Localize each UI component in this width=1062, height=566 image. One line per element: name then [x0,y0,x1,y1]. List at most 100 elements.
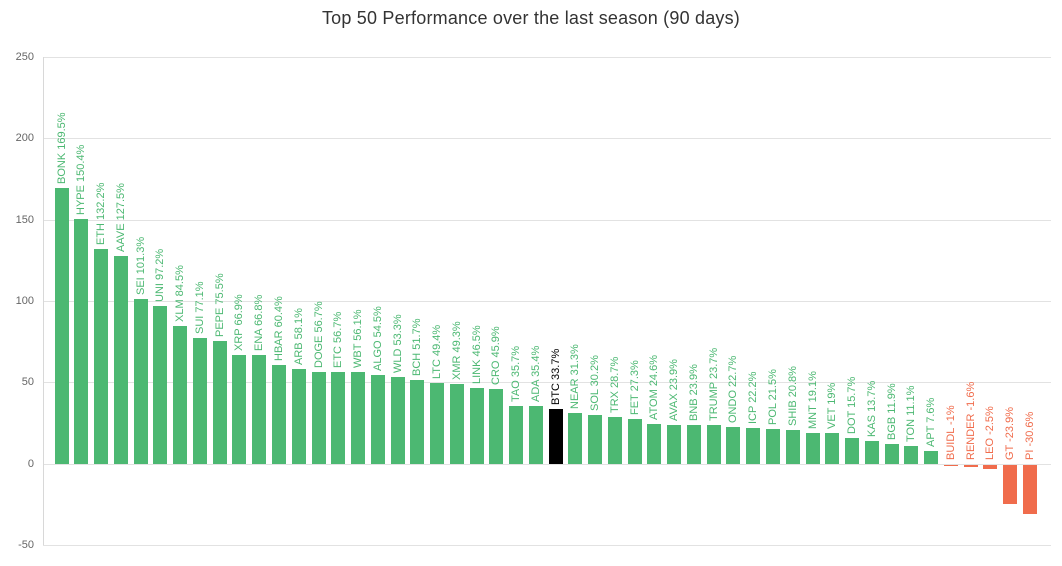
bar-uni[interactable] [153,305,168,464]
bar-cro[interactable] [489,389,504,464]
bar-ton[interactable] [904,445,919,464]
y-tick-label: 100 [15,295,34,307]
bar-sol[interactable] [588,414,603,464]
bar-label-xmr: XMR 49.3% [450,320,463,380]
bar-mnt[interactable] [805,432,820,464]
bar-kas[interactable] [864,441,879,464]
bar-etc[interactable] [331,371,346,464]
bar-label-xlm: XLM 84.5% [174,265,187,323]
y-gridline [43,57,1051,58]
y-gridline [43,219,1051,221]
bar-bonk[interactable] [54,188,69,464]
bar-leo[interactable] [983,464,998,469]
bar-label-ltc: LTC 49.4% [431,325,443,380]
bar-wbt[interactable] [351,372,365,464]
bar-pi[interactable] [1022,464,1037,515]
bar-label-dot: DOT 15.7% [846,376,858,435]
bar-tao[interactable] [509,405,524,464]
bar-eth[interactable] [94,248,109,464]
bar-gt[interactable] [1003,464,1018,504]
bar-label-render: RENDER -1.6% [964,381,977,460]
y-tick-label: -50 [18,539,34,551]
bar-label-ton: TON 11.1% [905,385,918,442]
bar-label-hype: HYPE 150.4% [75,144,88,215]
bar-label-eth: ETH 132.2% [95,182,108,245]
bar-label-pi: PI -30.6% [1023,411,1036,460]
bar-label-wld: WLD 53.3% [391,314,404,373]
bar-fet[interactable] [627,419,642,464]
bar-doge[interactable] [311,371,326,464]
bar-xlm[interactable] [173,326,188,464]
bar-xmr[interactable] [449,383,464,464]
y-gridline [43,301,1051,302]
bar-wld[interactable] [390,377,405,464]
bar-label-arb: ARB 58.1% [292,308,305,366]
bar-label-hbar: HBAR 60.4% [273,296,285,362]
bar-render[interactable] [963,464,978,468]
bar-icp[interactable] [746,427,761,464]
bar-label-sui: SUI 77.1% [193,281,206,335]
bar-label-aave: AAVE 127.5% [114,183,127,253]
y-axis-line [43,57,44,545]
bar-algo[interactable] [370,375,385,464]
bar-label-vet: VET 19% [826,382,839,429]
bar-trump[interactable] [706,425,721,464]
bar-label-trx: TRX 28.7% [608,356,621,413]
bar-label-wbt: WBT 56.1% [352,309,364,369]
bar-link[interactable] [469,388,484,464]
bar-dot[interactable] [845,438,859,464]
bar-label-ada: ADA 35.4% [529,345,542,403]
bar-hype[interactable] [74,219,89,464]
bar-sei[interactable] [133,298,148,464]
bar-bch[interactable] [410,379,425,464]
bar-label-cro: CRO 45.9% [490,326,503,385]
bar-label-algo: ALGO 54.5% [371,306,384,371]
bar-bnb[interactable] [686,424,701,464]
bar-ada[interactable] [528,406,543,464]
bar-hbar[interactable] [272,365,286,464]
bar-label-gt: GT -23.9% [1004,406,1017,460]
y-tick-label: 250 [15,51,34,63]
bar-apt[interactable] [924,451,938,464]
bar-label-etc: ETC 56.7% [332,311,345,368]
bar-label-atom: ATOM 24.6% [648,354,661,420]
bar-shib[interactable] [785,429,800,464]
bar-ena[interactable] [252,355,267,464]
bar-label-avax: AVAX 23.9% [668,358,681,421]
bar-bgb[interactable] [884,444,899,464]
bar-xrp[interactable] [232,354,247,464]
bar-label-trump: TRUMP 23.7% [707,347,720,422]
bar-buidl[interactable] [943,464,958,467]
bar-label-buidl: BUIDL -1% [944,405,957,460]
bar-ondo[interactable] [726,426,741,464]
bar-label-pepe: PEPE 75.5% [213,273,226,337]
bar-ltc[interactable] [430,383,444,464]
bar-avax[interactable] [667,424,682,464]
y-gridline [43,463,1051,465]
bar-atom[interactable] [647,423,662,464]
bar-trx[interactable] [607,417,622,464]
bar-sui[interactable] [192,338,207,464]
bar-label-apt: APT 7.6% [925,397,937,448]
y-gridline [43,545,1051,546]
bar-arb[interactable] [291,369,306,464]
bar-label-sol: SOL 30.2% [589,354,602,411]
bar-pepe[interactable] [212,340,227,464]
bar-label-sei: SEI 101.3% [134,236,147,295]
bar-label-shib: SHIB 20.8% [786,365,799,426]
bar-near[interactable] [568,412,583,464]
bar-label-bgb: BGB 11.9% [885,383,898,441]
bar-label-mnt: MNT 19.1% [806,370,819,429]
bar-aave[interactable] [113,256,128,464]
bar-pol[interactable] [766,428,780,464]
bar-vet[interactable] [825,432,840,464]
bar-label-pol: POL 21.5% [767,368,779,425]
y-gridline [43,138,1051,140]
bar-btc[interactable] [548,408,563,464]
bar-label-xrp: XRP 66.9% [233,294,246,351]
y-tick-label: 200 [15,132,34,145]
bar-label-uni: UNI 97.2% [154,248,167,302]
y-gridline [43,382,1051,384]
